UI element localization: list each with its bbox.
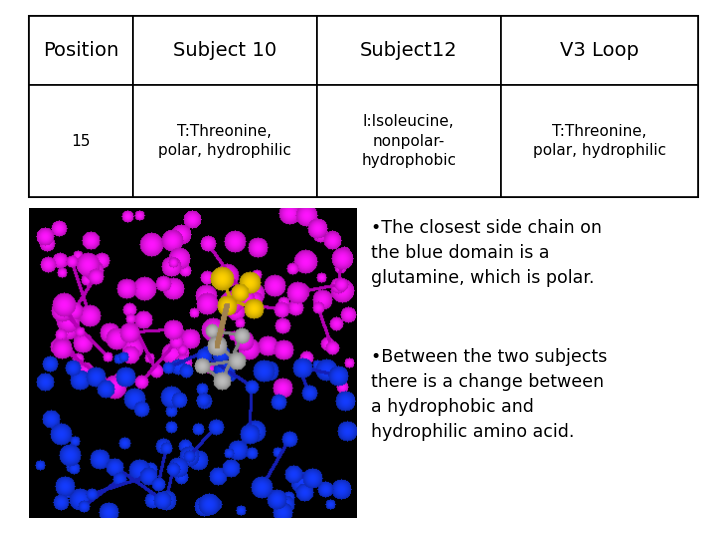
Bar [317,85,501,197]
Text: T:Threonine,
polar, hydrophilic: T:Threonine, polar, hydrophilic [533,124,666,158]
Text: T:Threonine,
polar, hydrophilic: T:Threonine, polar, hydrophilic [158,124,292,158]
Text: Subject12: Subject12 [360,41,458,60]
Text: Position: Position [42,41,119,60]
Text: •The closest side chain on
the blue domain is a
glutamine, which is polar.: •The closest side chain on the blue doma… [371,219,602,287]
Text: Subject 10: Subject 10 [173,41,276,60]
Bar [132,16,317,85]
Text: •Between the two subjects
there is a change between
a hydrophobic and
hydrophili: •Between the two subjects there is a cha… [371,348,607,441]
Bar [317,16,501,85]
Bar [501,16,698,85]
Text: 15: 15 [71,133,90,148]
Text: I:Isoleucine,
nonpolar-
hydrophobic: I:Isoleucine, nonpolar- hydrophobic [361,114,456,168]
Bar [29,16,132,85]
Bar [132,85,317,197]
Bar [29,16,698,197]
Bar [501,85,698,197]
Text: V3 Loop: V3 Loop [560,41,639,60]
Bar [29,85,132,197]
